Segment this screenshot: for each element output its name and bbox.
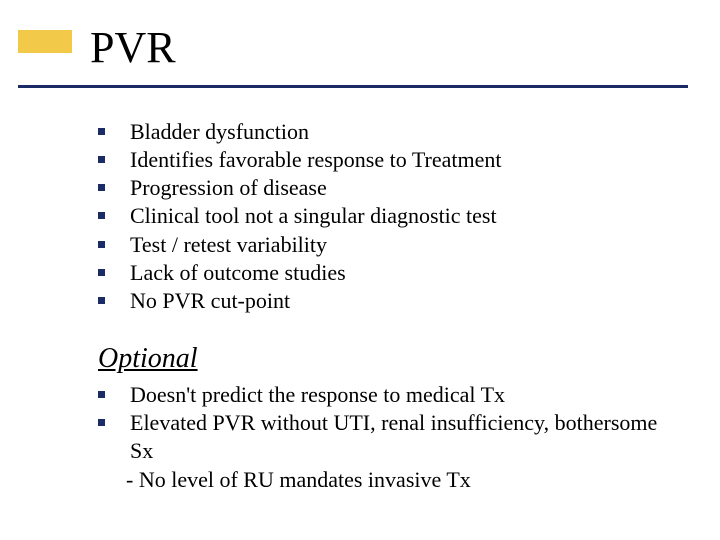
slide-title: PVR [90, 22, 176, 73]
bullet-icon [98, 297, 105, 304]
content-area: Bladder dysfunction Identifies favorable… [98, 118, 678, 494]
slide: PVR Bladder dysfunction Identifies favor… [0, 0, 720, 540]
list-item-text: Lack of outcome studies [130, 260, 346, 285]
list-item-text: No PVR cut-point [130, 288, 290, 313]
list-item: Lack of outcome studies [98, 259, 678, 287]
bullet-icon [98, 391, 105, 398]
list-item-text: Elevated PVR without UTI, renal insuffic… [130, 410, 657, 463]
list-item-text: Identifies favorable response to Treatme… [130, 147, 501, 172]
main-bullet-list: Bladder dysfunction Identifies favorable… [98, 118, 678, 315]
bullet-icon [98, 184, 105, 191]
optional-subheading: Optional [98, 343, 678, 375]
list-item-text: Doesn't predict the response to medical … [130, 382, 505, 407]
bullet-icon [98, 212, 105, 219]
list-item: Progression of disease [98, 174, 678, 202]
list-item: Elevated PVR without UTI, renal insuffic… [98, 409, 678, 465]
bullet-icon [98, 128, 105, 135]
bullet-icon [98, 241, 105, 248]
list-item: No PVR cut-point [98, 287, 678, 315]
optional-bullet-list: Doesn't predict the response to medical … [98, 381, 678, 465]
title-underline [18, 85, 688, 88]
list-item-text: Progression of disease [130, 175, 327, 200]
list-item-text: Clinical tool not a singular diagnostic … [130, 203, 497, 228]
list-item-text: Bladder dysfunction [130, 119, 309, 144]
list-item: Clinical tool not a singular diagnostic … [98, 202, 678, 230]
list-item-text: Test / retest variability [130, 232, 327, 257]
bullet-icon [98, 156, 105, 163]
list-item: Identifies favorable response to Treatme… [98, 146, 678, 174]
list-item: Test / retest variability [98, 231, 678, 259]
list-item: Doesn't predict the response to medical … [98, 381, 678, 409]
accent-block [18, 30, 72, 53]
list-item: Bladder dysfunction [98, 118, 678, 146]
bullet-icon [98, 269, 105, 276]
bullet-icon [98, 419, 105, 426]
optional-subnote: - No level of RU mandates invasive Tx [98, 466, 678, 494]
